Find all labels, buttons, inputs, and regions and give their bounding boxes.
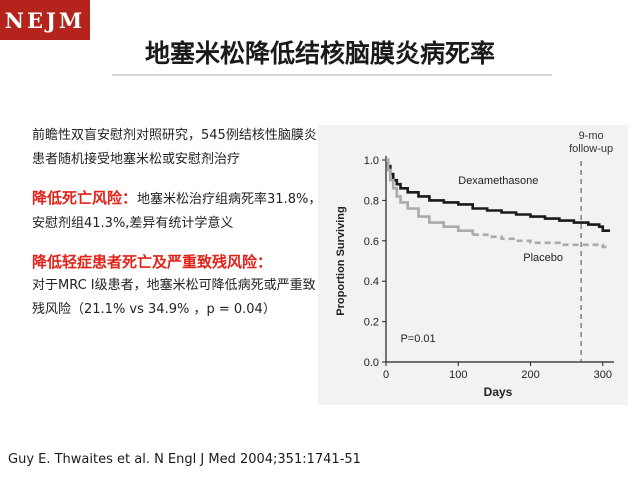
y-tick-label: 0.0 [364,357,379,369]
followup-label-line1: 9-mo [579,130,604,142]
y-tick-label: 0.6 [364,236,379,248]
x-tick-label: 200 [521,369,539,381]
x-tick-label: 100 [449,369,467,381]
x-axis-label: Days [484,385,513,399]
series-label-dexamethasone: Dexamethasone [458,175,538,187]
survival-curve-dexamethasone [386,158,610,232]
disability-body: 对于MRC I级患者，地塞米松可降低病死或严重致残风险（21.1% vs 34.… [32,278,316,317]
y-tick-label: 0.8 [364,195,379,207]
mortality-paragraph: 降低死亡风险：地塞米松治疗组病死率31.8%，安慰剂组41.3%,差异有统计学意… [32,186,322,236]
series-label-placebo: Placebo [523,252,563,264]
title-divider [112,74,552,76]
intro-text: 前瞻性双盲安慰剂对照研究，545例结核性脑膜炎患者随机接受地塞米松或安慰剂治疗 [32,128,317,167]
p-value-label: P=0.01 [400,333,435,345]
survival-curve-placebo-dashed [472,233,610,249]
disability-highlight: 降低轻症患者死亡及严重致残风险： [32,253,273,271]
y-axis-label: Proportion Surviving [335,206,347,315]
x-tick-label: 0 [383,369,389,381]
summary-text-block: 前瞻性双盲安慰剂对照研究，545例结核性脑膜炎患者随机接受地塞米松或安慰剂治疗 … [32,124,322,322]
y-tick-label: 0.2 [364,317,379,329]
y-tick-label: 1.0 [364,155,379,167]
chart-ticks: 0.0 0.2 0.4 0.6 0.8 1.0 0 100 200 300 [364,155,612,381]
followup-label-line2: follow-up [569,143,613,155]
nejm-logo: NEJM [0,0,90,40]
x-tick-label: 300 [594,369,612,381]
chart-curves [386,158,610,249]
chart-axes [385,156,614,363]
page-title: 地塞米松降低结核脑膜炎病死率 [144,39,495,68]
survival-curve-placebo [386,158,474,235]
mortality-body: 地塞米松治疗组病死率31.8%，安慰剂组41.3%,差异有统计学意义 [32,192,322,231]
survival-chart: 0.0 0.2 0.4 0.6 0.8 1.0 0 100 200 300 9-mo follow… [335,130,614,399]
y-tick-label: 0.4 [364,276,379,288]
citation-text: Guy E. Thwaites et al. N Engl J Med 2004… [8,452,361,467]
survival-chart-panel: 0.0 0.2 0.4 0.6 0.8 1.0 0 100 200 300 9-mo follow… [318,125,628,405]
mortality-highlight: 降低死亡风险： [32,189,138,207]
